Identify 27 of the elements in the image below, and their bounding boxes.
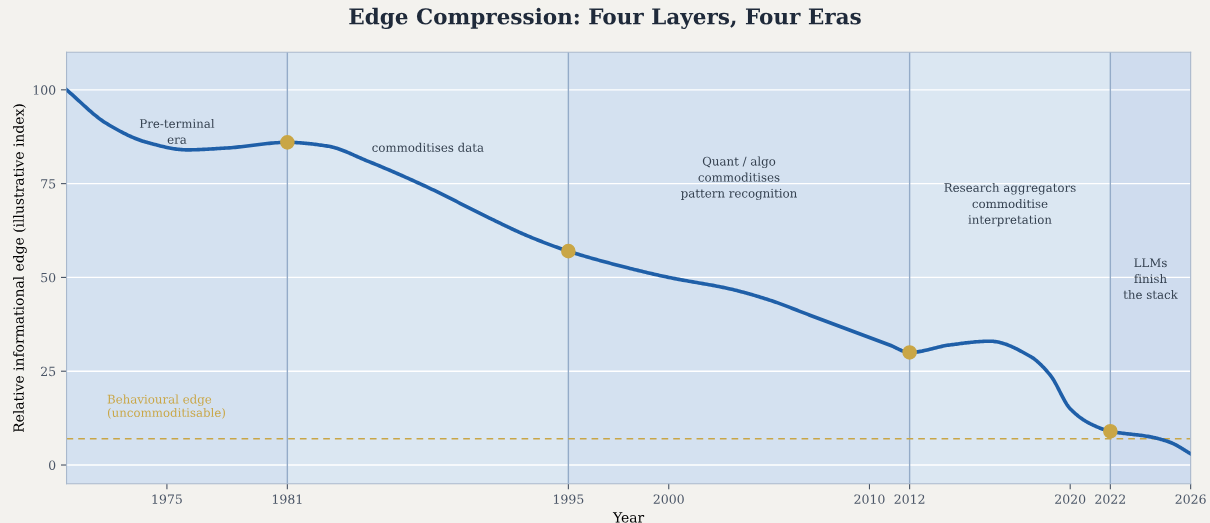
- y-tick-label: 25: [41, 366, 56, 377]
- point: [561, 243, 576, 259]
- band-label: Research aggregators commoditise interpretation: [944, 182, 1076, 227]
- y-tick-label: 75: [41, 179, 56, 189]
- x-tick-label: 2012: [894, 494, 925, 504]
- x-axis-title: Year: [612, 512, 645, 523]
- y-axis-title: Relative informational edge (illustrative index): [13, 104, 27, 433]
- band-label: Quant / algo commoditises pattern recognition: [681, 156, 797, 201]
- x-tick-label: 2026: [1175, 494, 1206, 504]
- band-label: commoditises data: [372, 142, 484, 152]
- y-tick-label: 0: [49, 460, 56, 470]
- ref-line-label: Behavioural edge (uncommoditisable): [107, 394, 225, 419]
- x-tick-label: 2000: [653, 494, 684, 504]
- chart-title: Edge Compression: Four Layers, Four Eras: [349, 7, 861, 29]
- band-label: Pre-terminal era: [139, 118, 215, 144]
- point: [280, 135, 295, 150]
- y-tick-label: 50: [41, 272, 56, 283]
- x-tick-label: 2020: [1055, 494, 1086, 504]
- y-tick-label: 100: [33, 85, 56, 95]
- x-tick-label: 2010: [854, 494, 885, 504]
- x-tick-label: 1981: [272, 494, 302, 504]
- x-tick-label: 2022: [1095, 494, 1126, 504]
- x-tick-label: 1995: [553, 494, 584, 504]
- band-label: LLMs finish the stack: [1123, 258, 1178, 300]
- x-tick-label: 1975: [152, 494, 182, 504]
- point: [902, 345, 917, 360]
- point: [1103, 423, 1118, 439]
